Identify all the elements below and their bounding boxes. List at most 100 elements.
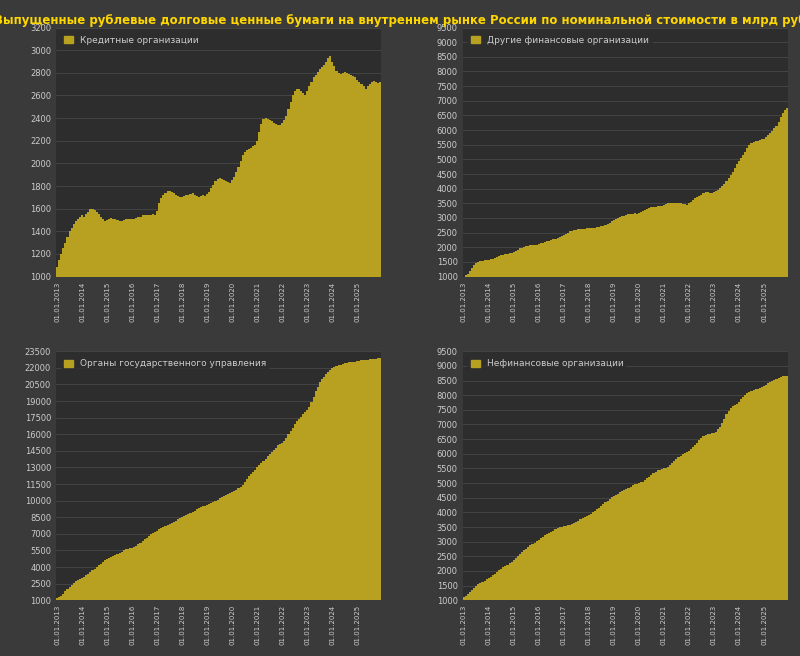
Bar — [759, 140, 761, 277]
Bar — [227, 494, 229, 600]
Bar — [757, 389, 759, 600]
Bar — [69, 587, 70, 600]
Bar — [254, 470, 256, 600]
Bar — [706, 434, 709, 600]
Bar — [498, 256, 500, 277]
Bar — [567, 525, 569, 600]
Bar — [373, 81, 375, 277]
Bar — [194, 510, 196, 600]
Bar — [465, 275, 467, 277]
Bar — [131, 219, 133, 277]
Bar — [294, 424, 296, 600]
Bar — [334, 66, 335, 277]
Bar — [686, 452, 688, 600]
Bar — [544, 535, 546, 600]
Bar — [550, 532, 552, 600]
Bar — [623, 216, 626, 277]
Bar — [256, 468, 258, 600]
Bar — [750, 391, 753, 600]
Bar — [133, 547, 135, 600]
Bar — [778, 122, 780, 277]
Bar — [279, 125, 282, 277]
Bar — [340, 365, 342, 600]
Bar — [623, 490, 626, 600]
Bar — [711, 433, 713, 600]
Bar — [77, 581, 79, 600]
Bar — [667, 466, 669, 600]
Bar — [517, 250, 519, 277]
Bar — [638, 483, 640, 600]
Bar — [64, 243, 66, 277]
Bar — [569, 232, 571, 277]
Bar — [186, 515, 187, 600]
Bar — [638, 213, 640, 277]
Bar — [277, 125, 279, 277]
Bar — [191, 193, 194, 277]
Bar — [654, 472, 657, 600]
Bar — [542, 537, 544, 600]
Bar — [204, 196, 206, 277]
Bar — [746, 393, 748, 600]
Bar — [711, 193, 713, 277]
Bar — [234, 491, 235, 600]
Bar — [654, 207, 657, 277]
Bar — [183, 516, 186, 600]
Bar — [225, 182, 227, 277]
Bar — [187, 195, 190, 277]
Bar — [173, 522, 175, 600]
Bar — [784, 376, 786, 600]
Bar — [308, 87, 310, 277]
Bar — [73, 583, 74, 600]
Bar — [740, 158, 742, 277]
Bar — [286, 116, 287, 277]
Bar — [217, 179, 218, 277]
Bar — [202, 506, 204, 600]
Bar — [761, 387, 763, 600]
Bar — [678, 203, 679, 277]
Bar — [770, 382, 771, 600]
Bar — [221, 179, 223, 277]
Bar — [314, 75, 317, 277]
Bar — [246, 150, 248, 277]
Bar — [615, 495, 617, 600]
Bar — [467, 274, 469, 277]
Bar — [318, 70, 321, 277]
Bar — [510, 253, 513, 277]
Bar — [765, 137, 767, 277]
Bar — [705, 435, 706, 600]
Bar — [610, 222, 613, 277]
Bar — [496, 572, 498, 600]
Bar — [517, 556, 519, 600]
Bar — [369, 84, 371, 277]
Bar — [610, 497, 613, 600]
Bar — [726, 181, 727, 277]
Bar — [742, 397, 744, 600]
Bar — [782, 377, 784, 600]
Bar — [138, 544, 139, 600]
Bar — [300, 417, 302, 600]
Bar — [698, 440, 701, 600]
Bar — [709, 434, 711, 600]
Bar — [73, 224, 74, 277]
Bar — [234, 177, 235, 277]
Text: Выпущенные рублевые долговые ценные бумаги на внутреннем рынке России по номинал: Выпущенные рублевые долговые ценные бума… — [0, 14, 800, 28]
Bar — [646, 478, 648, 600]
Bar — [592, 512, 594, 600]
Bar — [334, 367, 335, 600]
Bar — [784, 110, 786, 277]
Bar — [317, 386, 318, 600]
Bar — [663, 205, 665, 277]
Bar — [469, 592, 471, 600]
Bar — [565, 234, 567, 277]
Bar — [229, 493, 231, 600]
Bar — [615, 219, 617, 277]
Bar — [361, 360, 362, 600]
Bar — [627, 215, 630, 277]
Bar — [300, 91, 302, 277]
Bar — [104, 221, 106, 277]
Bar — [208, 504, 210, 600]
Bar — [346, 363, 348, 600]
Bar — [121, 220, 122, 277]
Bar — [573, 230, 575, 277]
Bar — [344, 72, 346, 277]
